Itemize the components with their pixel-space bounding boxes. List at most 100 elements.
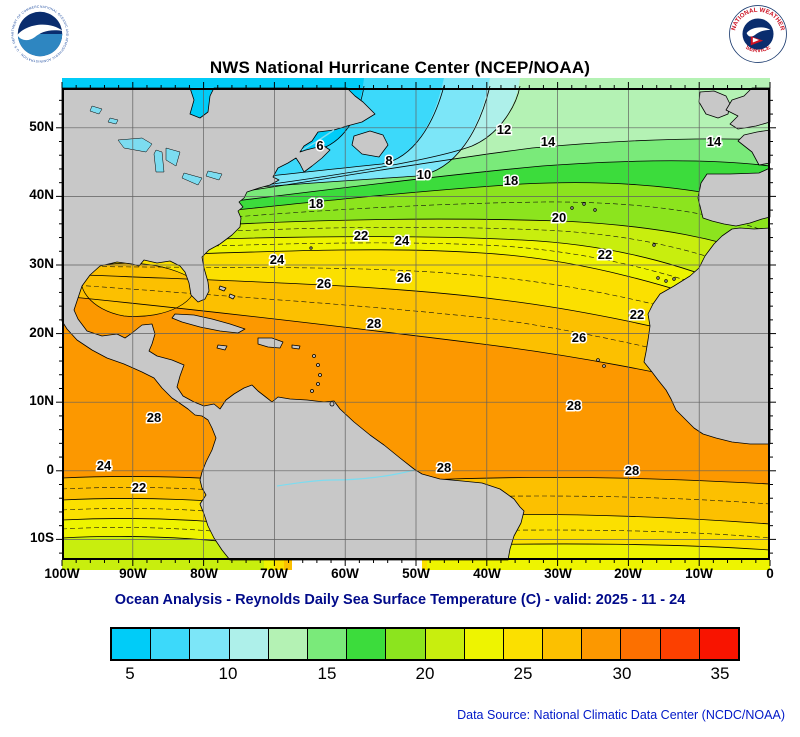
colorbar-cell [268,629,308,659]
contour-label: 22 [132,480,146,495]
lon-axis-label: 20W [614,566,642,581]
contour-label: 20 [552,210,566,225]
colorbar-tick: 20 [415,664,435,683]
lon-axis-label: 60W [331,566,359,581]
lake-huron [165,147,181,167]
lat-axis-label: 10S [29,530,54,545]
contour-label: 18 [309,196,323,211]
colorbar-cell [425,629,465,659]
lake-superior [117,137,153,153]
lon-axis-label: 90W [119,566,147,581]
colorbar-cell [621,629,661,659]
colorbar-tick: 25 [513,664,533,683]
iberia [697,167,771,227]
colorbar-cell [464,629,504,659]
contour-label: 26 [317,276,331,291]
africa-landmass [643,227,771,445]
colorbar-cell [112,629,152,659]
amazon-river [276,469,415,487]
azores [570,206,574,210]
americas-landmass [61,87,525,561]
sst-map: 6 8 10 12 14 14 18 18 20 22 22 22 24 24 26 26 26 28 28 28 28… [56,78,776,570]
contour-label: 22 [598,247,612,262]
contour-label: 10 [417,167,431,182]
nws-flag-stripe [752,37,760,43]
colorbar-tick: 15 [317,664,337,683]
colorbar-tick: 5 [125,664,135,683]
contour-label: 14 [707,134,722,149]
colorbar-cell [582,629,622,659]
colorbar-tick: 10 [218,664,238,683]
cape-verde [596,358,600,362]
contour-label: 18 [504,173,518,188]
contour-label: 24 [395,233,410,248]
contour-label: 28 [625,463,639,478]
colorbar-cell [229,629,269,659]
lat-axis-label: 50N [29,119,54,134]
colorbar-cell [347,629,387,659]
nws-inner-circle [742,18,774,50]
canadian-lakes [89,105,119,125]
lon-axis-label: 50W [402,566,430,581]
lake-ontario [205,170,223,181]
contour-label: 24 [270,252,285,267]
lake-michigan [153,149,165,173]
colorbar-cell [543,629,583,659]
colorbar [110,627,740,661]
ireland [698,90,731,119]
colorbar-tick: 30 [612,664,632,683]
bahamas [218,285,236,300]
cuba [171,313,246,334]
contour-label: 28 [567,398,581,413]
colorbar-cell [699,629,738,659]
lon-axis-label: 70W [260,566,288,581]
contour-label: 22 [630,307,644,322]
contour-label: 28 [437,460,451,475]
noaa-logo: NATIONAL OCEANIC AND ATMOSPHERIC ADMINIS… [10,4,69,63]
colorbar-cell [151,629,191,659]
lake-erie [181,172,203,186]
colorbar-cell [190,629,230,659]
newfoundland [351,130,389,158]
contour-label: 12 [497,122,511,137]
map-caption: Ocean Analysis - Reynolds Daily Sea Surf… [114,592,686,608]
jamaica [216,344,228,351]
contour-label: 22 [354,228,368,243]
contour-label: 14 [541,134,556,149]
lat-axis-label: 20N [29,325,54,340]
lon-axis-label: 0 [766,566,774,581]
contour-label: 28 [147,410,161,425]
lat-axis-label: 0 [46,462,54,477]
map-frame [62,88,770,560]
canary-islands [656,276,660,280]
lon-axis-label: 40W [473,566,501,581]
colorbar-cell [307,629,348,659]
colorbar-tick: 35 [710,664,730,683]
page-title: NWS National Hurricane Center (NCEP/NOAA… [209,58,591,77]
lon-axis-label: 100W [44,566,80,581]
colorbar-cell [386,629,426,659]
contour-label: 24 [97,458,112,473]
nws-logo: NATIONAL WEATHER SERVICE [729,5,787,63]
contour-label: 6 [316,138,323,153]
lesser-antilles [312,354,316,358]
contour-label: 26 [397,270,411,285]
puerto-rico [291,344,301,350]
contour-label: 26 [572,330,586,345]
nws-gull-icon [746,27,771,37]
trinidad [329,401,335,407]
lon-axis-label: 10W [685,566,713,581]
lat-axis-label: 40N [29,187,54,202]
lon-axis-label: 30W [544,566,572,581]
lon-axis-label: 80W [190,566,218,581]
bermuda [309,246,313,250]
lat-lon-grid [62,88,770,560]
noaa-gull-icon [17,24,63,41]
st-lawrence-river [301,129,335,151]
axis-ticks [56,82,776,566]
hispaniola [257,337,284,349]
inland-water [89,105,415,487]
lat-axis-label: 30N [29,256,54,271]
contour-label: 8 [385,153,392,168]
